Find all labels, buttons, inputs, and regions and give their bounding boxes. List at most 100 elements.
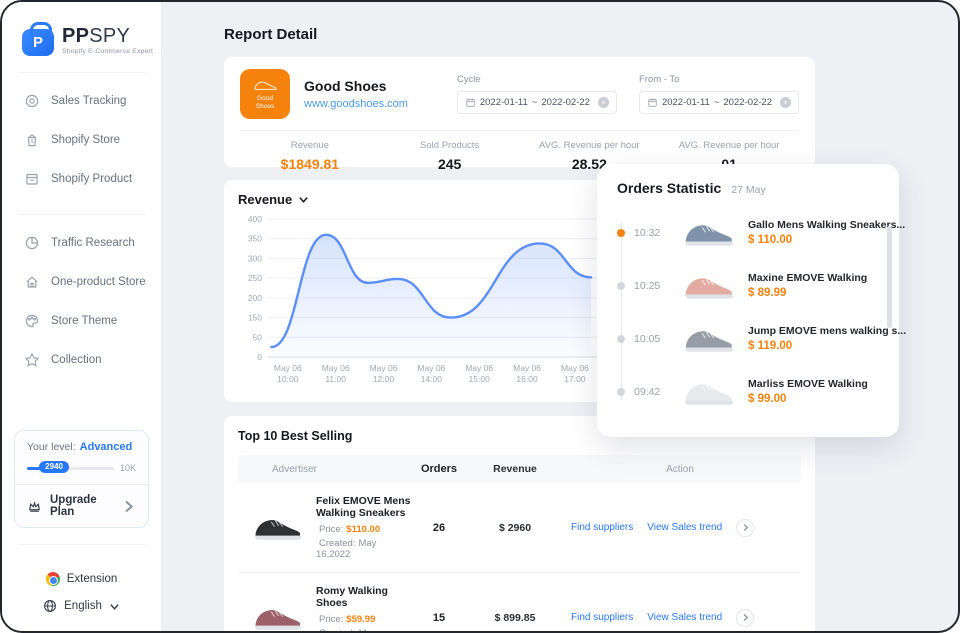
sidebar-item-one-product-store[interactable]: One-product Store: [24, 262, 161, 301]
store-name: Good Shoes: [304, 78, 387, 94]
from-to-label: From - To: [638, 74, 680, 85]
sidebar-item-shopify-product[interactable]: Shopify Product: [24, 159, 161, 198]
product-created: May 16,2022: [316, 628, 376, 631]
order-price: $ 99.00: [748, 393, 787, 405]
table-header: Advertiser Orders Revenue Action: [238, 455, 801, 483]
top10-best-selling-panel: Top 10 Best Selling Advertiser Orders Re…: [224, 416, 815, 633]
cycle-label: Cycle: [456, 74, 481, 85]
order-time: 10:25: [634, 279, 661, 292]
svg-text:200: 200: [248, 293, 262, 303]
svg-text:11:00: 11:00: [325, 374, 346, 384]
timeline-dot: [617, 281, 625, 290]
scrollbar[interactable]: [887, 226, 892, 328]
store-summary-card: Good Shoes Good Shoes www.goodshoes.com C…: [224, 57, 815, 172]
view-sales-trend-link[interactable]: View Sales trend: [647, 612, 723, 623]
orders-statistic-title: Orders Statistic: [617, 180, 722, 196]
store-url-link[interactable]: www.goodshoes.com: [304, 98, 408, 110]
svg-text:May 06: May 06: [513, 363, 541, 373]
product-thumbnail: [250, 601, 304, 633]
svg-text:$: $: [30, 139, 33, 145]
order-product-name: Maxine EMOVE Walking: [748, 272, 868, 284]
row-expand-button[interactable]: [736, 608, 755, 627]
row-expand-button[interactable]: [736, 518, 755, 537]
find-suppliers-link[interactable]: Find suppliers: [571, 522, 634, 533]
order-item[interactable]: 10:25 Maxine EMOVE Walking $ 89.99: [617, 259, 883, 312]
svg-text:350: 350: [248, 234, 262, 244]
extension-button[interactable]: Extension: [2, 572, 161, 586]
language-selector[interactable]: English: [2, 599, 161, 613]
stat-avg-revenue-per-hour: AVG. Revenue per hour 28.52: [539, 140, 640, 172]
order-item[interactable]: 10:32 Gallo Mens Walking Sneakers... $ 1…: [617, 206, 905, 259]
shopping-bag-logo-icon: P: [22, 22, 54, 56]
calendar-icon: [466, 98, 475, 107]
order-time: 09:42: [634, 385, 661, 398]
timeline-dot: [617, 334, 625, 343]
revenue-metric-selector[interactable]: Revenue: [238, 192, 801, 207]
revenue-amount: $ 899.85: [494, 611, 536, 624]
clear-icon[interactable]: ×: [780, 97, 791, 108]
star-icon: [24, 352, 40, 367]
orders-statistic-panel: Orders Statistic 27 May 10:32 Gallo Mens…: [597, 164, 906, 437]
orders-timeline: 10:32 Gallo Mens Walking Sneakers... $ 1…: [617, 206, 906, 418]
svg-text:16:00: 16:00: [516, 374, 538, 384]
sidebar-item-traffic-research[interactable]: Traffic Research: [24, 223, 161, 262]
product-thumbnail: [679, 375, 737, 409]
svg-text:300: 300: [248, 253, 262, 263]
sidebar-item-collection[interactable]: Collection: [24, 340, 161, 379]
product-name: Felix EMOVE Mens Walking Sneakers: [316, 495, 411, 519]
timeline-dot: [617, 387, 625, 396]
order-item[interactable]: 10:05 Jump EMOVE mens walking s... $ 119…: [617, 312, 906, 365]
sidebar-item-shopify-store[interactable]: $ Shopify Store: [24, 120, 161, 159]
chevron-down-icon: [299, 197, 308, 203]
svg-text:250: 250: [248, 273, 262, 283]
main-content: Report Detail Good Shoes Good Shoes www.g…: [162, 2, 958, 631]
svg-text:150: 150: [248, 313, 262, 323]
revenue-amount: $ 2960: [498, 521, 532, 534]
order-product-name: Marliss EMOVE Walking: [748, 378, 868, 390]
product-thumbnail: [250, 511, 304, 544]
sidebar-item-store-theme[interactable]: Store Theme: [24, 301, 161, 340]
level-card: Your level: Advanced 2940 10K Upgrade Pla…: [14, 430, 149, 528]
target-icon: [25, 94, 39, 107]
brand-name: PPSPY: [62, 24, 131, 47]
orders-count: 15: [432, 611, 446, 624]
level-progress-badge: 2940: [39, 460, 69, 473]
timeline-dot: [617, 228, 625, 237]
svg-text:0: 0: [257, 352, 262, 362]
product-thumbnail: [679, 322, 737, 356]
order-price: $ 89.99: [748, 287, 787, 299]
product-created: May 16,2022: [316, 538, 377, 560]
view-sales-trend-link[interactable]: View Sales trend: [647, 522, 723, 533]
order-product-name: Jump EMOVE mens walking s...: [748, 325, 907, 337]
svg-text:May 06: May 06: [370, 363, 398, 373]
chevron-right-icon: [125, 500, 134, 512]
level-progress-bar: 2940: [27, 460, 114, 473]
from-to-date-range-input[interactable]: 2022-01-11 ~ 2022-02-22 ×: [638, 91, 799, 114]
orders-count: 26: [432, 521, 446, 534]
order-price: $ 119.00: [748, 340, 793, 352]
calendar-icon: [648, 98, 657, 107]
order-time: 10:05: [634, 332, 661, 345]
svg-text:15:00: 15:00: [469, 374, 491, 384]
store-bag-icon: $: [27, 134, 37, 146]
clear-icon[interactable]: ×: [597, 97, 609, 108]
product-price: $110.00: [346, 524, 381, 535]
divider: [240, 130, 799, 131]
order-item[interactable]: 09:42 Marliss EMOVE Walking $ 99.00: [617, 365, 883, 418]
svg-text:10:00: 10:00: [277, 374, 299, 384]
pie-clock-icon: [25, 236, 39, 249]
brand-logo[interactable]: P PPSPY Shopify E-Commerce Expert: [2, 2, 161, 56]
upgrade-plan-button[interactable]: Upgrade Plan: [15, 484, 148, 527]
product-price: $59.99: [346, 614, 376, 625]
table-row: Felix EMOVE Mens Walking Sneakers Price:…: [238, 483, 801, 573]
product-name: Romy Walking Shoes: [316, 585, 388, 609]
sidebar-item-sales-tracking[interactable]: Sales Tracking: [24, 81, 161, 120]
stat-sold-products: Sold Products 245: [420, 140, 480, 172]
table-row: Romy Walking Shoes Price:$59.99 Created:…: [238, 573, 801, 633]
cycle-date-range-input[interactable]: 2022-01-11 ~ 2022-02-22 ×: [456, 91, 617, 114]
find-suppliers-link[interactable]: Find suppliers: [571, 612, 634, 623]
globe-icon: [44, 600, 57, 612]
product-box-icon: [26, 173, 38, 185]
svg-text:May 06: May 06: [417, 363, 445, 373]
